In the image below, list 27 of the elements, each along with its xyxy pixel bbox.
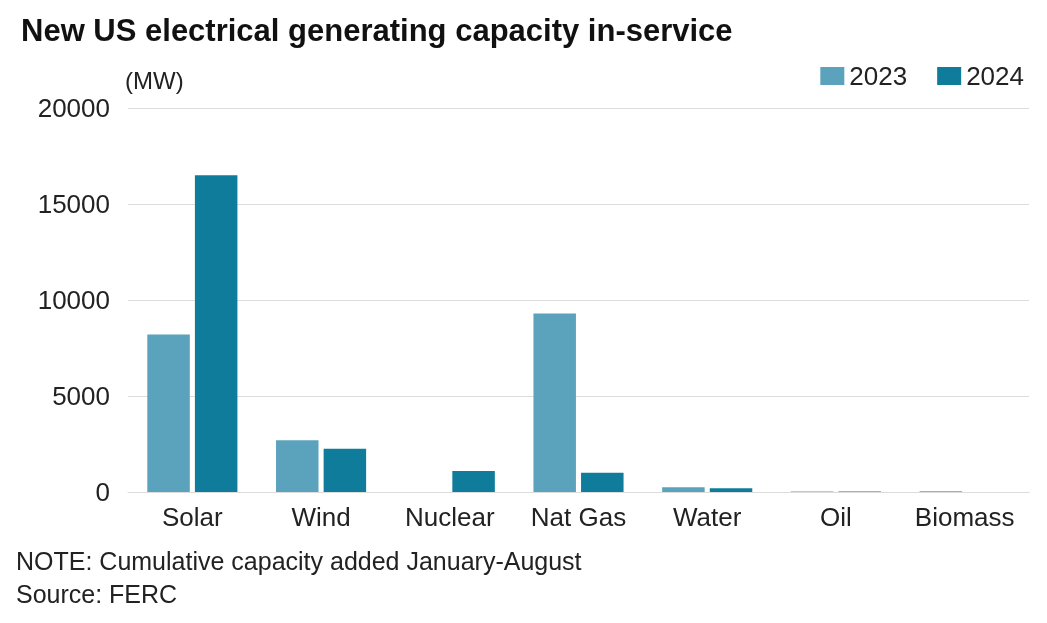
bar (581, 472, 624, 492)
y-tick-label: 10000 (37, 285, 110, 315)
bar (452, 470, 495, 492)
x-tick-label: Nat Gas (530, 502, 627, 532)
x-tick-label: Wind (291, 502, 351, 532)
bar (276, 440, 319, 492)
x-tick-label: Biomass (914, 502, 1015, 532)
bar (147, 334, 190, 492)
y-axis-title: (MW) (125, 66, 184, 94)
bar (194, 175, 238, 492)
legend-label: 2023 (849, 61, 908, 91)
bar (662, 487, 705, 492)
x-tick-label: Nuclear (404, 502, 495, 532)
x-tick-label: Solar (162, 502, 224, 532)
chart-title: New US electrical generating capacity in-service (21, 13, 733, 48)
y-tick-label: 0 (95, 477, 110, 507)
bar (323, 448, 367, 492)
bar (709, 488, 753, 492)
bar (533, 313, 576, 492)
y-tick-label: 15000 (37, 189, 110, 219)
legend-label: 2024 (966, 61, 1024, 91)
source-note: Source: FERC (16, 579, 178, 608)
x-tick-label: Oil (820, 502, 852, 532)
x-tick-label: Water (673, 502, 742, 532)
text: NOTE: Cumulative capacity added January-August (16, 546, 582, 575)
y-tick-label: 5000 (52, 381, 110, 411)
y-tick-label: 20000 (37, 93, 110, 123)
